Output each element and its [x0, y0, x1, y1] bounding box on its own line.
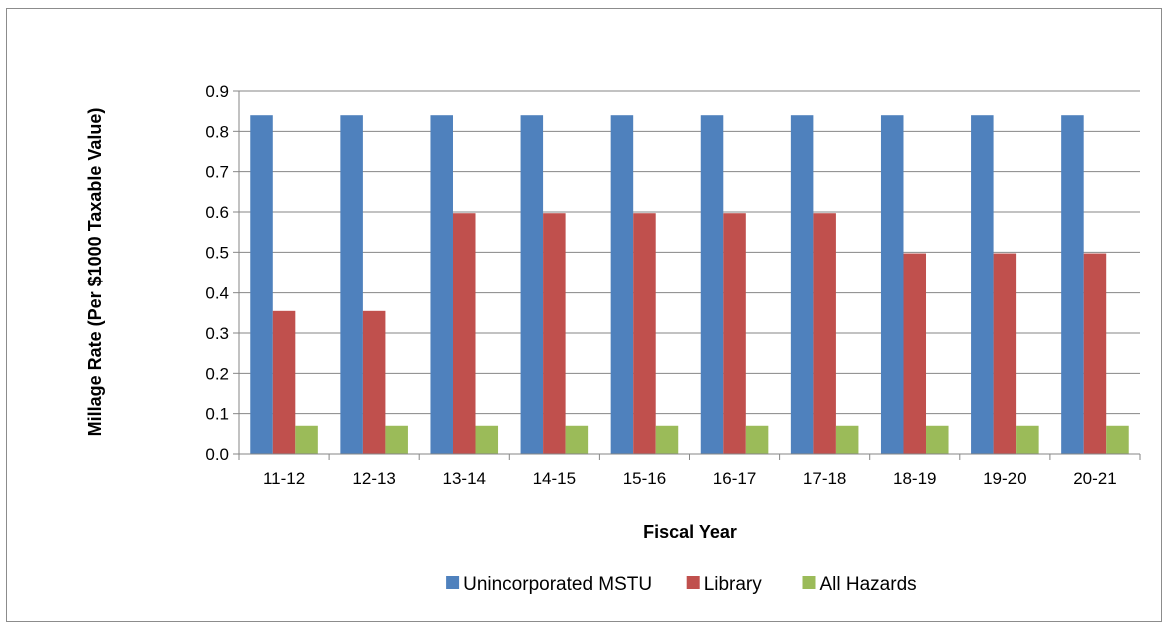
- bar-unincorporated-mstu: [520, 115, 544, 454]
- bar-all-hazards: [835, 425, 859, 454]
- x-tick-label: 20-21: [1073, 469, 1116, 488]
- bar-unincorporated-mstu: [880, 115, 904, 454]
- y-tick-label: 0.4: [205, 284, 229, 303]
- bar-all-hazards: [1016, 425, 1039, 454]
- x-tick-label: 13-14: [443, 469, 486, 488]
- axes: [233, 90, 1141, 460]
- y-tick-label: 0.3: [205, 324, 229, 343]
- bar-all-hazards: [1106, 425, 1129, 454]
- bar-library: [903, 253, 927, 454]
- y-tick-label: 0.5: [205, 243, 229, 262]
- bar-unincorporated-mstu: [250, 115, 273, 454]
- legend-swatch-unincorporated-mstu: [446, 576, 460, 589]
- bar-all-hazards: [655, 425, 679, 454]
- x-tick-labels: 11-12 12-13 13-14 14-15 15-16 16-17 17-18 18-19…: [263, 469, 1117, 488]
- x-tick-label: 17-18: [803, 469, 846, 488]
- y-tick-label: 0.6: [205, 203, 229, 222]
- legend-swatch-all-hazards: [802, 576, 816, 589]
- bar-unincorporated-mstu: [790, 115, 814, 454]
- bar-unincorporated-mstu: [971, 115, 994, 454]
- bar-unincorporated-mstu: [610, 115, 634, 454]
- bar-library: [543, 213, 566, 454]
- bar-all-hazards: [385, 425, 408, 454]
- y-tick-label: 0.9: [205, 82, 229, 101]
- bar-library: [813, 213, 836, 454]
- bar-library: [633, 213, 656, 454]
- legend-swatch-library: [686, 576, 700, 589]
- y-tick-label: 0.7: [205, 163, 229, 182]
- x-tick-label: 19-20: [983, 469, 1026, 488]
- bar-unincorporated-mstu: [430, 115, 453, 454]
- bars: [250, 115, 1129, 454]
- bar-library: [1083, 253, 1107, 454]
- bar-library: [362, 310, 386, 454]
- legend: Unincorporated MSTU Library All Hazards: [446, 574, 917, 595]
- bar-all-hazards: [745, 425, 769, 454]
- x-tick-label: 15-16: [623, 469, 666, 488]
- legend-label-all-hazards: All Hazards: [820, 574, 917, 595]
- bar-library: [272, 310, 296, 454]
- legend-label-unincorporated-mstu: Unincorporated MSTU: [463, 574, 652, 595]
- bar-library: [993, 253, 1017, 454]
- y-tick-label: 0.0: [205, 445, 229, 464]
- y-tick-label: 0.8: [205, 122, 229, 141]
- x-tick-label: 16-17: [713, 469, 756, 488]
- bar-unincorporated-mstu: [1061, 115, 1084, 454]
- y-tick-label: 0.2: [205, 364, 229, 383]
- x-tick-label: 12-13: [352, 469, 395, 488]
- chart-frame: [6, 8, 1162, 622]
- bar-all-hazards: [926, 425, 949, 454]
- bar-unincorporated-mstu: [700, 115, 724, 454]
- bar-unincorporated-mstu: [340, 115, 363, 454]
- x-tick-label: 18-19: [893, 469, 936, 488]
- bar-all-hazards: [565, 425, 589, 454]
- bar-library: [723, 213, 746, 454]
- bar-all-hazards: [295, 425, 318, 454]
- bar-library: [452, 213, 476, 454]
- legend-label-library: Library: [704, 574, 763, 595]
- x-axis-title: Fiscal Year: [643, 522, 737, 542]
- bar-all-hazards: [475, 425, 499, 454]
- y-axis-title: Millage Rate (Per $1000 Taxable Value): [85, 108, 105, 437]
- x-tick-label: 11-12: [263, 469, 305, 488]
- y-tick-label: 0.1: [205, 405, 229, 424]
- x-tick-label: 14-15: [533, 469, 576, 488]
- y-tick-labels: 0.0 0.1 0.2 0.3 0.4 0.5 0.6 0.7 0.8 0.9: [205, 82, 229, 464]
